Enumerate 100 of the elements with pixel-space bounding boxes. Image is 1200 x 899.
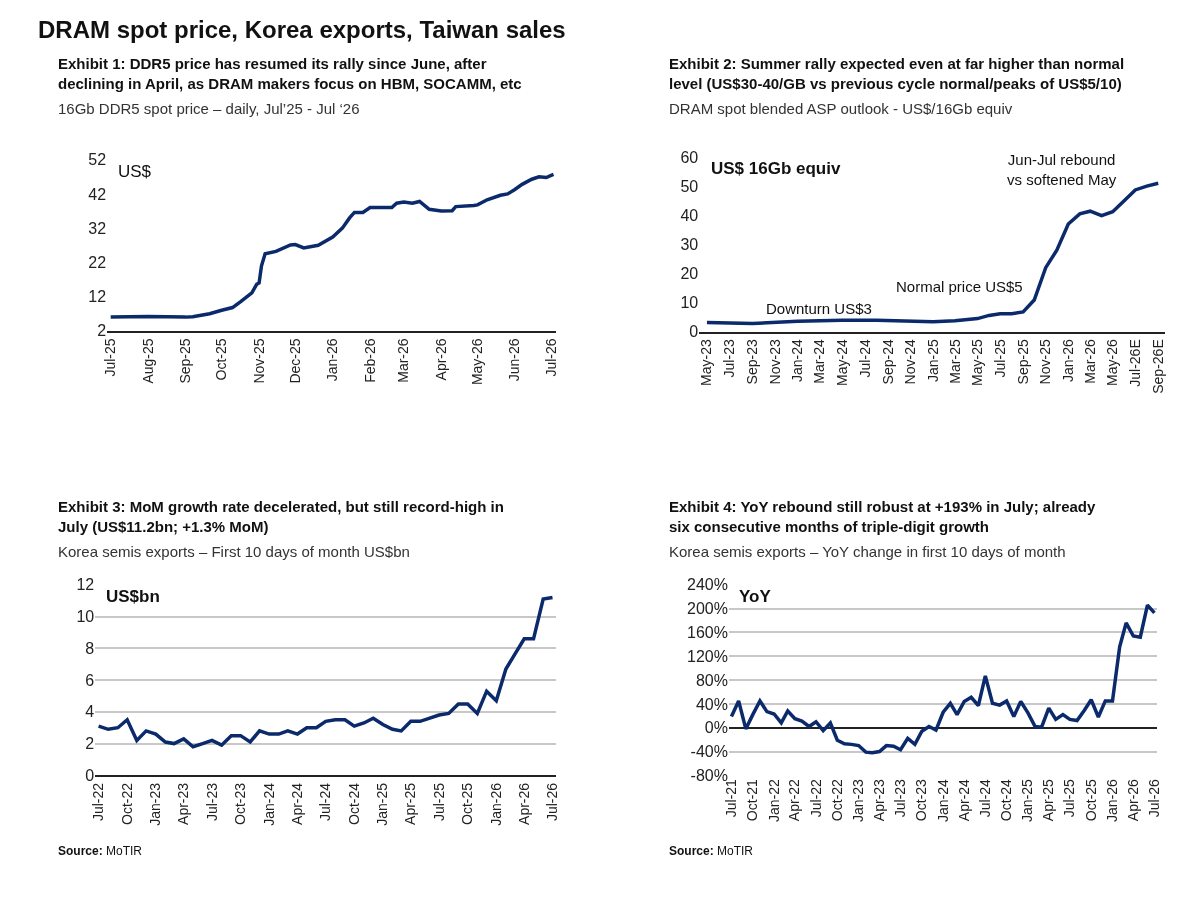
x-tick-label: Feb-26 — [361, 338, 378, 383]
x-tick-label: Mar-26 — [395, 338, 412, 383]
y-tick-label: 40 — [680, 206, 699, 224]
source-note: Source: MoTIR — [669, 844, 754, 858]
x-tick-label: Sep-25 — [177, 338, 194, 384]
y-tick-label: 2 — [85, 735, 95, 753]
x-tick-label: Jan-26 — [1104, 778, 1121, 822]
chart-subtitle: 16Gb DDR5 spot price – daily, Jul’25 - Jul ‘26 — [58, 100, 360, 117]
x-tick-label: Apr-26 — [432, 338, 449, 381]
x-tick-label: Apr-25 — [402, 782, 419, 825]
y-tick-label: 40% — [695, 695, 728, 713]
annotation: Normal price US$5 — [896, 278, 1023, 295]
y-tick-label: -40% — [690, 743, 728, 761]
y-tick-label: 80% — [695, 671, 728, 689]
y-axis-title: YoY — [739, 587, 772, 606]
y-tick-label: 10 — [680, 294, 699, 312]
x-tick-label: Jan-26 — [324, 338, 341, 382]
x-tick-label: Oct-25 — [213, 338, 230, 381]
y-tick-label: 30 — [680, 235, 699, 253]
y-tick-label: 6 — [85, 671, 95, 689]
x-tick-label: Jan-24 — [934, 778, 951, 822]
x-tick-label: Jan-22 — [765, 778, 782, 822]
x-tick-label: Jul-26 — [1145, 778, 1162, 818]
y-axis-title: US$ 16Gb equiv — [711, 159, 841, 178]
x-tick-label: Jul-25 — [102, 338, 119, 377]
y-tick-label: 4 — [85, 703, 95, 721]
x-tick-label: Apr-26 — [1124, 778, 1141, 822]
x-tick-label: Sep-24 — [879, 339, 896, 385]
x-tick-label: Mar-24 — [811, 339, 828, 384]
x-tick-label: Jul-26 — [544, 782, 561, 822]
x-tick-label: Oct-25 — [459, 782, 476, 825]
x-tick-label: May-23 — [698, 339, 715, 386]
y-tick-label: 240% — [686, 576, 728, 594]
x-tick-label: Mar-25 — [946, 339, 963, 384]
x-tick-label: Jul-26E — [1126, 339, 1143, 387]
x-tick-label: Oct-22 — [828, 778, 845, 822]
x-tick-label: Jul-24 — [856, 339, 873, 378]
x-tick-label: Oct-23 — [913, 778, 930, 822]
source-note: Source: MoTIR — [58, 844, 143, 858]
x-tick-label: May-26 — [1104, 339, 1121, 386]
x-tick-label: Oct-24 — [345, 782, 362, 825]
chart-title: Exhibit 1: DDR5 price has resumed its rally since June, after declining in April, as DRAM makers focus on HBM, SOCAMM, etc — [58, 55, 522, 92]
y-tick-label: 0 — [689, 323, 699, 341]
chart-subtitle: Korea semis exports – YoY change in first 10 days of month — [669, 543, 1066, 560]
x-tick-label: Sep-23 — [744, 339, 761, 385]
y-tick-label: 0% — [704, 719, 728, 737]
y-tick-label: 160% — [686, 624, 728, 642]
x-tick-label: Oct-24 — [998, 778, 1015, 822]
y-tick-label: 12 — [76, 576, 95, 594]
y-tick-label: 60 — [680, 148, 699, 166]
y-tick-label: 0 — [85, 766, 95, 784]
x-tick-label: Dec-25 — [286, 338, 303, 384]
chart-title: Exhibit 4: YoY rebound still robust at +193% in July; already six consecutive months of triple-digit growth — [669, 498, 1097, 535]
annotation: Downturn US$3 — [766, 300, 872, 317]
x-tick-label: Nov-23 — [766, 339, 783, 385]
chart-title: Exhibit 3: MoM growth rate decelerated, but still record-high in July (US$11.2bn; +1.3% MoM) — [58, 498, 504, 535]
x-tick-label: Oct-23 — [232, 782, 249, 825]
x-tick-label: Oct-25 — [1082, 778, 1099, 822]
line-series — [729, 603, 1157, 755]
y-tick-label: 42 — [88, 185, 107, 203]
x-tick-label: Aug-25 — [139, 338, 156, 384]
y-axis-title: US$ — [118, 162, 152, 181]
x-tick-label: Oct-21 — [744, 778, 761, 822]
y-axis-title: US$bn — [106, 587, 160, 606]
x-tick-label: Jul-25 — [1061, 778, 1078, 818]
x-tick-label: Jul-25 — [991, 339, 1008, 378]
chart-title: Exhibit 2: Summer rally expected even at far higher than normal level (US$30-40/GB vs previous cycle normal/peaks of US$5/10) — [669, 55, 1125, 92]
x-tick-label: Jul-26 — [542, 338, 559, 377]
y-tick-label: 52 — [88, 151, 107, 169]
annotation: Jun-Jul rebound vs softened May — [1007, 151, 1117, 188]
x-tick-label: Jul-23 — [892, 778, 909, 818]
y-tick-label: 50 — [680, 177, 699, 195]
x-tick-label: Sep-25 — [1014, 339, 1031, 385]
y-tick-label: 200% — [686, 600, 728, 618]
x-tick-label: Apr-23 — [871, 778, 888, 822]
x-tick-label: May-24 — [834, 339, 851, 386]
x-tick-label: Apr-26 — [515, 782, 532, 825]
x-tick-label: Jul-24 — [976, 778, 993, 818]
y-tick-label: 32 — [88, 219, 107, 237]
x-tick-label: Sep-26E — [1149, 339, 1166, 394]
y-tick-label: 2 — [97, 322, 107, 340]
x-tick-label: Nov-24 — [902, 339, 919, 385]
x-tick-label: Jan-23 — [147, 782, 164, 826]
chart-subtitle: Korea semis exports – First 10 days of month US$bn — [58, 543, 410, 560]
x-tick-label: Jan-23 — [850, 778, 867, 822]
x-tick-label: Apr-24 — [955, 778, 972, 822]
y-tick-label: 10 — [76, 608, 95, 626]
x-tick-label: Jul-24 — [317, 782, 334, 822]
x-tick-label: Jul-22 — [90, 782, 107, 822]
y-tick-label: 12 — [88, 288, 107, 306]
x-tick-label: Jan-24 — [789, 339, 806, 383]
x-tick-label: Jun-26 — [506, 338, 523, 382]
x-tick-label: Jan-25 — [374, 782, 391, 826]
x-tick-label: Mar-26 — [1081, 339, 1098, 384]
x-tick-label: Jan-26 — [1059, 339, 1076, 383]
x-tick-label: Jan-25 — [1019, 778, 1036, 822]
text: DRAM spot price, Korea exports, Taiwan sales — [38, 16, 566, 43]
y-tick-label: 120% — [686, 647, 728, 665]
x-tick-label: Nov-25 — [250, 338, 267, 384]
x-tick-label: Apr-24 — [288, 782, 305, 825]
